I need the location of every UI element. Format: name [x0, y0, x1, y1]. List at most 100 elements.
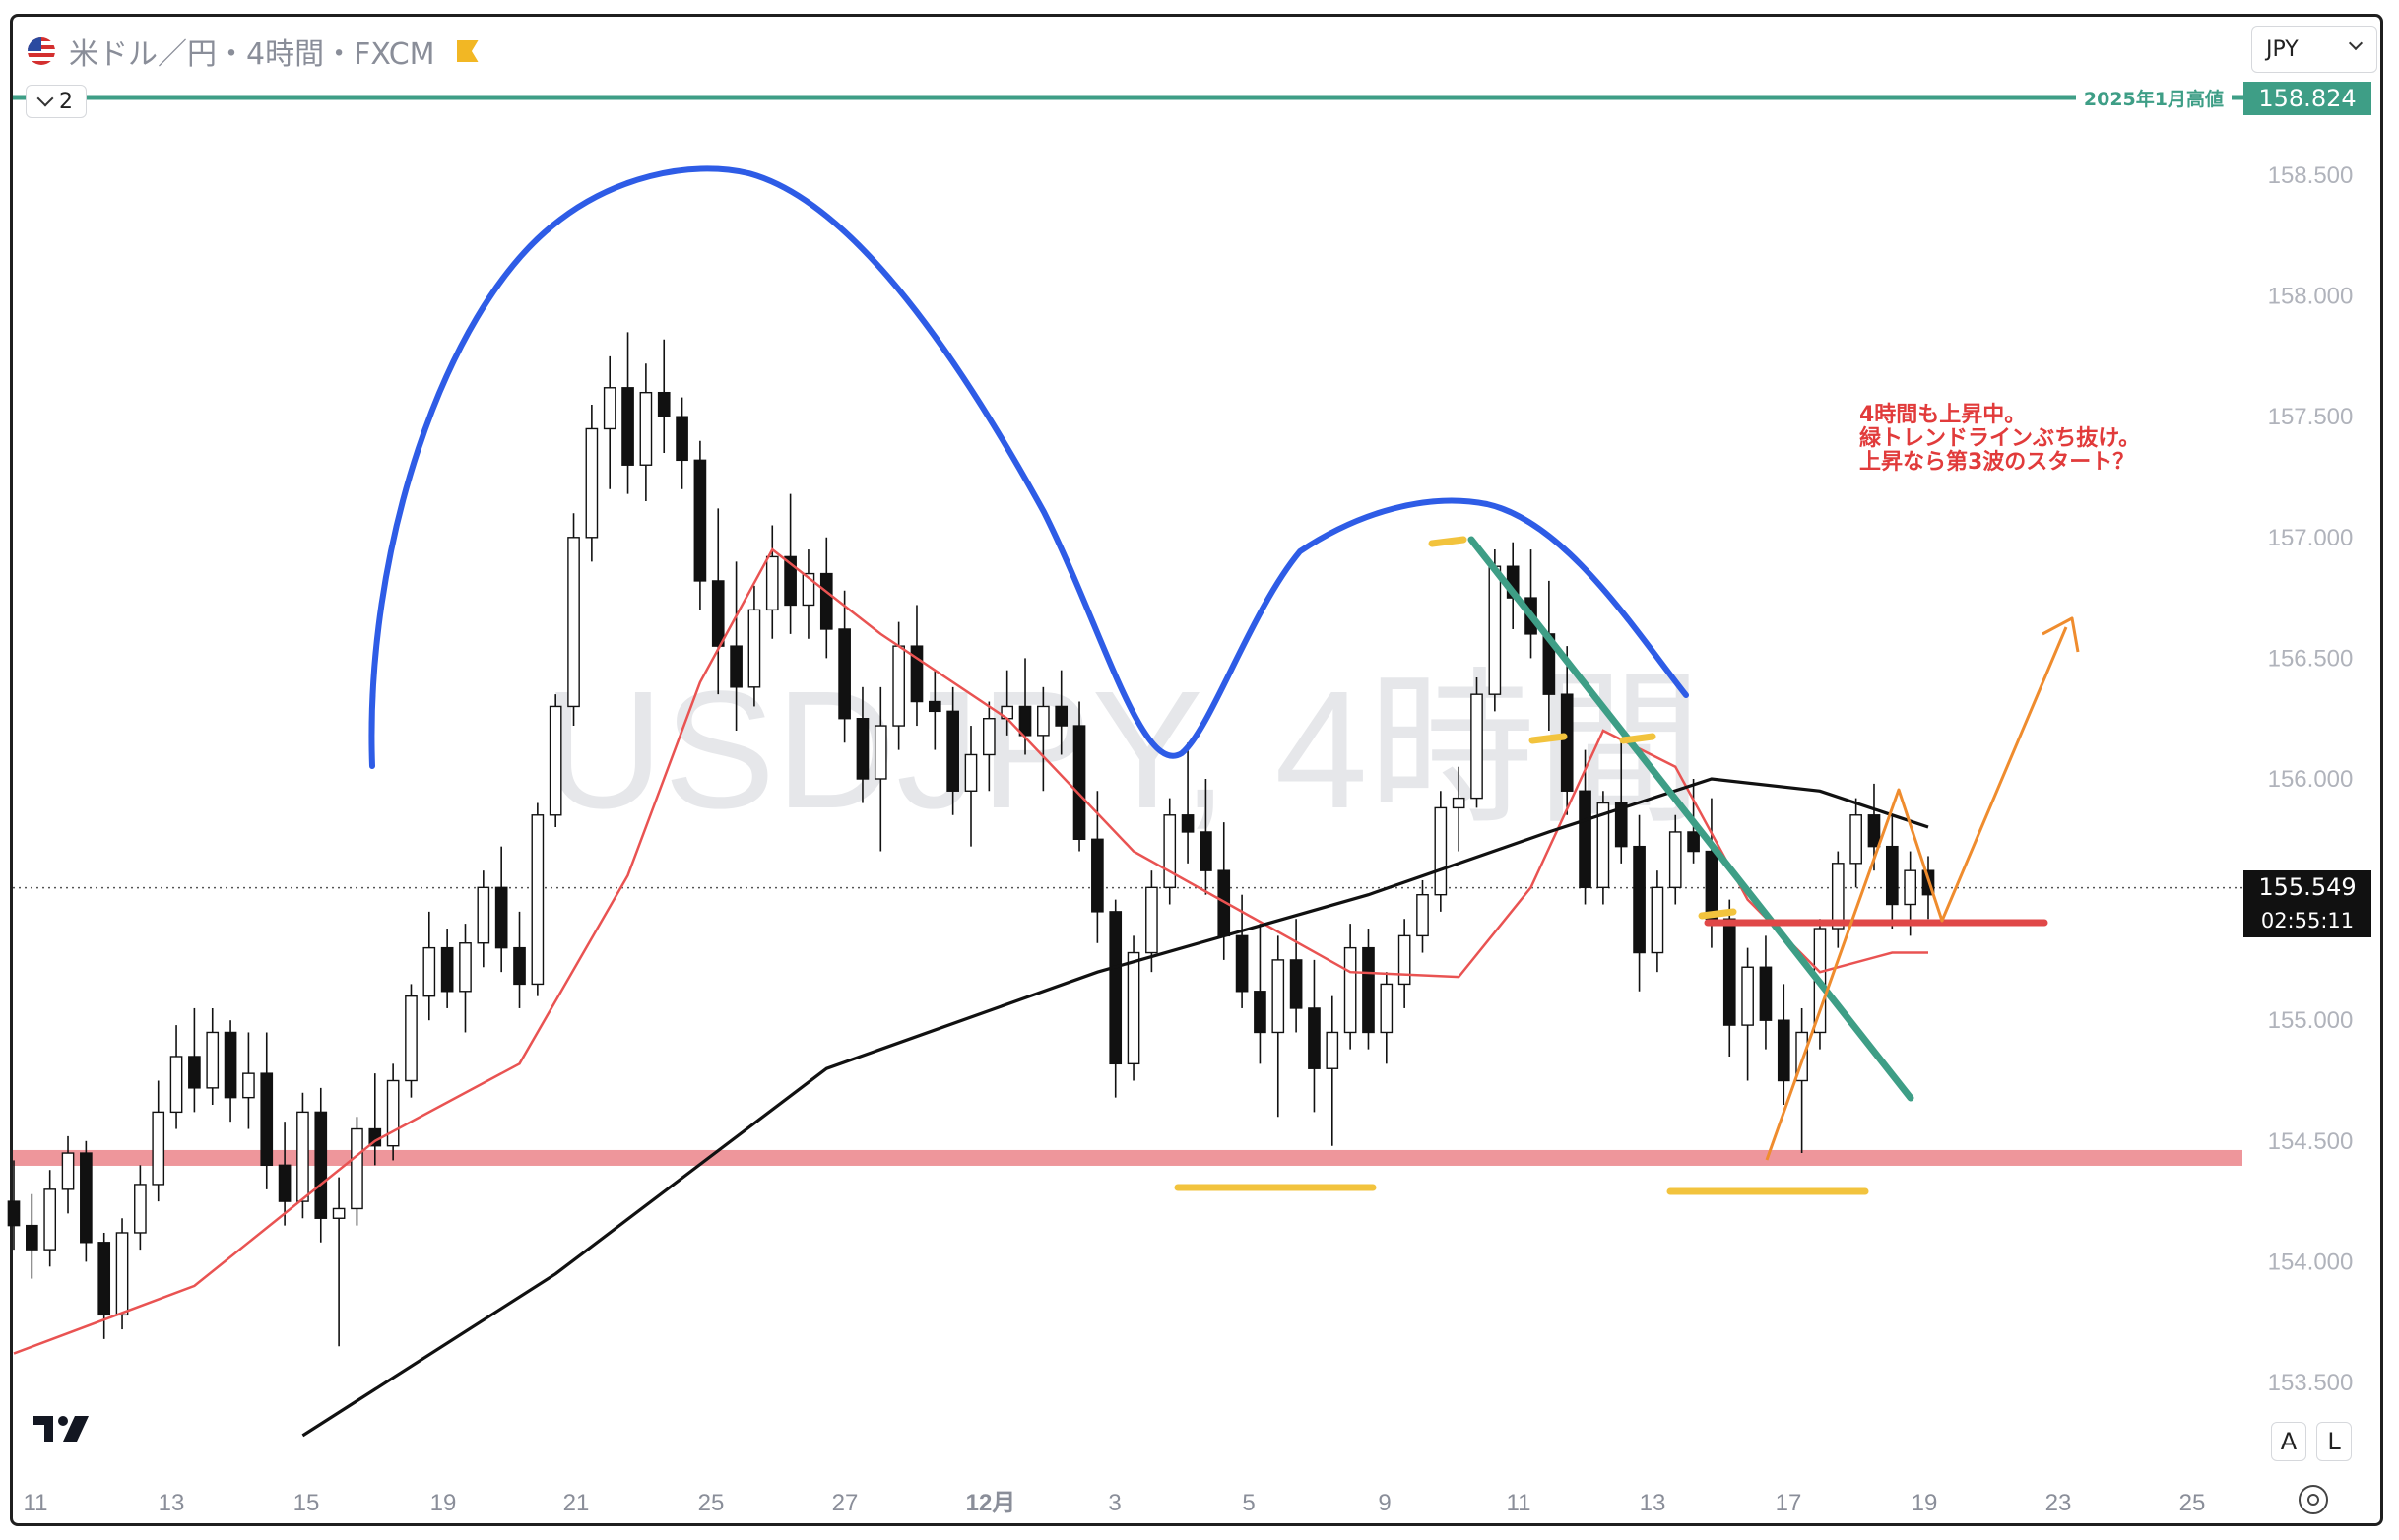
symbol-title[interactable]: 米ドル／円・4時間・FXCM — [69, 37, 435, 72]
candle — [657, 339, 671, 453]
candle-body-down — [1091, 838, 1104, 913]
candle-body-up — [1668, 831, 1682, 889]
candle — [405, 984, 418, 1098]
candle — [1831, 851, 1845, 948]
yellow-mark[interactable] — [1698, 908, 1737, 920]
candle-body-up — [1904, 869, 1916, 906]
time-tick-label: 9 — [1378, 1490, 1391, 1516]
blue-wave-curve[interactable] — [368, 165, 1689, 769]
note-line-3: 上昇なら第3波のスタート？ — [1859, 450, 2135, 475]
flag-marker-icon[interactable] — [456, 40, 479, 62]
candle-body-up — [531, 814, 545, 986]
candle — [97, 1232, 111, 1339]
candle — [80, 1140, 93, 1262]
candle — [765, 525, 779, 639]
candle-body-up — [1397, 934, 1411, 986]
candle-body-down — [910, 645, 924, 703]
auto-scale-button[interactable]: A — [2271, 1422, 2306, 1461]
candle — [115, 1218, 129, 1330]
price-tick-label: 154.500 — [2268, 1128, 2354, 1155]
candle-body-down — [314, 1111, 328, 1219]
price-axis[interactable]: 158.500 158.000 157.500 157.000 156.500 156.0… — [13, 95, 2354, 1396]
candle — [1596, 791, 1610, 905]
yellow-mark[interactable] — [1528, 733, 1568, 744]
candle-body-up — [1380, 983, 1394, 1034]
yellow-mark[interactable] — [1619, 733, 1656, 744]
candle-body-down — [1254, 991, 1266, 1034]
candle-body-up — [765, 555, 779, 611]
candle — [730, 561, 743, 731]
indicator-collapse-button[interactable]: 2 — [26, 85, 87, 118]
candle-body-down — [946, 710, 959, 792]
settings-gear-icon[interactable] — [2299, 1485, 2328, 1514]
candle — [314, 1087, 328, 1243]
candle — [296, 1092, 309, 1219]
candle-body-down — [928, 700, 941, 713]
support-band-rect[interactable] — [13, 1149, 2242, 1166]
support-band[interactable] — [13, 1149, 2242, 1166]
log-scale-button[interactable]: L — [2316, 1422, 2352, 1461]
candle — [1037, 686, 1050, 792]
candle — [946, 686, 959, 815]
candle-body-up — [169, 1056, 183, 1114]
candle — [1072, 701, 1086, 852]
candle-body-down — [26, 1224, 38, 1251]
candle — [459, 924, 472, 1033]
level-label: 2025年1月高値 — [2075, 85, 2232, 111]
candle — [1127, 935, 1140, 1081]
candle-body-down — [1289, 959, 1303, 1009]
analysis-note[interactable]: 4時間も上昇中。 緑トレンドラインぶち抜け。 上昇なら第3波のスタート？ — [1859, 404, 2140, 475]
time-axis[interactable]: 11 13 15 19 21 25 27 12月 3 5 9 11 13 17 19 23 25 — [24, 1490, 2206, 1516]
candle-body-up — [1849, 814, 1862, 865]
time-tick-label: 3 — [1108, 1490, 1121, 1516]
candle — [1470, 677, 1483, 808]
candle — [1326, 995, 1339, 1146]
candle-body-up — [459, 942, 472, 993]
chevron-down-icon — [2348, 35, 2364, 51]
candle — [134, 1165, 147, 1251]
candle-body-down — [1759, 966, 1773, 1021]
drawings[interactable] — [368, 165, 2080, 1195]
candle-body-up — [1470, 693, 1483, 800]
currency-select[interactable]: JPY — [2251, 26, 2377, 73]
orange-arrowhead[interactable] — [2042, 616, 2080, 653]
candle-body-up — [134, 1184, 147, 1234]
yellow-mark[interactable] — [1428, 536, 1467, 547]
candle-body-down — [494, 886, 508, 949]
candle-body-down — [657, 391, 671, 417]
time-tick-label: 11 — [24, 1490, 48, 1516]
last-price-badge: 155.549 — [2243, 870, 2371, 904]
countdown-badge: 02:55:11 — [2243, 904, 2371, 937]
candle — [169, 1025, 183, 1129]
candle-body-up — [1596, 802, 1610, 889]
candle — [1380, 972, 1394, 1064]
chart-header[interactable]: 米ドル／円・4時間・FXCM — [28, 28, 479, 75]
currency-value: JPY — [2266, 36, 2299, 62]
candle — [224, 1020, 237, 1123]
candle — [676, 397, 688, 489]
candle — [693, 440, 707, 610]
candle — [1633, 814, 1646, 992]
candle-body-down — [1560, 693, 1574, 792]
candle-body-down — [1109, 911, 1123, 1065]
candle — [61, 1135, 75, 1214]
candle-body-down — [513, 946, 526, 986]
time-tick-label: 21 — [563, 1490, 590, 1516]
time-tick-label: 11 — [1507, 1490, 1531, 1516]
candle — [1741, 947, 1754, 1081]
green-trendline[interactable] — [1467, 536, 1914, 1102]
time-tick-label: 27 — [832, 1490, 859, 1516]
candle — [585, 404, 599, 562]
candle — [747, 585, 761, 707]
candle-body-up — [639, 391, 653, 466]
candle-body-up — [1343, 946, 1357, 1034]
candle — [1759, 935, 1773, 1050]
candle — [351, 1117, 363, 1226]
candle — [1181, 742, 1195, 864]
candle — [603, 355, 616, 489]
candle — [802, 549, 815, 639]
orange-path[interactable] — [1765, 626, 2068, 1161]
tradingview-logo-icon[interactable] — [32, 1412, 93, 1447]
candle — [1200, 779, 1212, 895]
